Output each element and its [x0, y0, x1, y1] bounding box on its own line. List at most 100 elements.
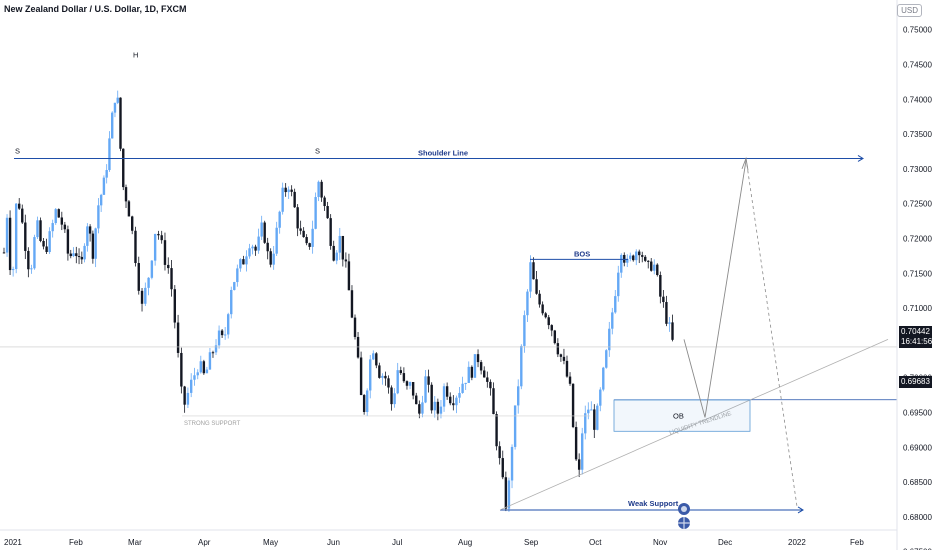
candle-body: [653, 264, 656, 271]
candle-body: [122, 148, 125, 188]
candle-body: [532, 262, 535, 280]
candle-body: [144, 287, 147, 304]
candle-body: [338, 235, 341, 253]
candle-body: [365, 390, 369, 412]
candle-body: [439, 406, 443, 414]
candle-body: [111, 112, 114, 139]
candle-body: [626, 258, 629, 263]
candle-body: [489, 381, 492, 389]
candle-body: [284, 187, 287, 193]
candle-body: [341, 235, 345, 260]
candle-body: [320, 181, 323, 198]
candle-body: [278, 211, 281, 228]
candle-body: [369, 359, 372, 391]
candle-body: [565, 360, 569, 377]
candle-body: [544, 313, 547, 318]
candle-body: [665, 302, 668, 324]
time-tick-label: Jun: [327, 538, 340, 547]
time-axis: 2021 Feb Mar Apr May Jun Jul Aug Sep Oct Nov Dec 202…: [4, 538, 864, 547]
candle-body: [220, 330, 224, 336]
candle-body: [445, 386, 449, 397]
candle-body: [436, 401, 440, 414]
left-shoulder-label: S: [15, 147, 20, 156]
candle-body: [574, 427, 578, 460]
candle-body: [602, 367, 605, 390]
candle-body: [36, 220, 39, 238]
candle-body: [157, 233, 160, 236]
candle-body: [378, 365, 381, 378]
candle-body: [77, 256, 81, 258]
candle-body: [299, 228, 302, 231]
candle-body: [529, 262, 532, 292]
candle-body: [254, 246, 257, 251]
candle-body: [86, 226, 89, 246]
candle-body: [308, 243, 311, 247]
candle-body: [547, 317, 550, 326]
candle-body: [486, 377, 489, 382]
candle-body: [492, 388, 495, 415]
candle-body: [399, 370, 402, 374]
time-tick-label: Oct: [589, 538, 602, 547]
candle-body: [668, 322, 671, 324]
candle-body: [163, 240, 167, 265]
candle-body: [186, 392, 190, 405]
logo-icon: [678, 503, 690, 529]
price-tick-label: 0.74500: [903, 61, 932, 70]
price-tick-label: 0.72000: [903, 235, 932, 244]
candle-body: [332, 245, 335, 261]
ob-box[interactable]: [613, 399, 751, 432]
candle-body: [269, 251, 272, 265]
price-tick-label: 0.73500: [903, 130, 932, 139]
candle-body: [526, 291, 529, 316]
candle-body: [467, 366, 470, 383]
candle-body: [18, 203, 21, 209]
candle-body: [226, 314, 230, 335]
candle-body: [495, 414, 498, 447]
projection-path[interactable]: [683, 160, 747, 418]
candle-body: [523, 315, 526, 346]
candle-body: [263, 222, 266, 243]
candle-body: [671, 322, 674, 340]
candle-body: [69, 253, 72, 257]
candle-body: [260, 222, 263, 237]
liquidity-trendline[interactable]: [499, 339, 889, 511]
candle-body: [211, 352, 215, 354]
candle-body: [5, 217, 9, 253]
candle-body: [479, 362, 483, 371]
time-tick-label: 2021: [4, 538, 22, 547]
candle-body: [590, 409, 593, 411]
candle-body: [418, 404, 421, 414]
arrow-icon: [797, 506, 804, 514]
candle-body: [127, 201, 131, 217]
currency-badge[interactable]: USD: [897, 4, 922, 17]
candle-body: [183, 386, 186, 405]
candle-body: [108, 138, 111, 171]
candle-body: [14, 203, 18, 270]
candle-body: [517, 386, 520, 406]
candle-body: [233, 282, 236, 290]
candle-body: [150, 260, 154, 278]
candle-body: [387, 378, 390, 388]
candle-body: [577, 459, 581, 470]
candle-body: [611, 312, 614, 329]
candle-body: [473, 354, 477, 378]
candle-body: [83, 245, 86, 260]
candle-body: [559, 354, 563, 357]
candle-body: [362, 395, 366, 412]
last-price-tag: 0.70442 16:41:56: [899, 326, 932, 348]
candle-body: [408, 382, 412, 386]
candle-body: [27, 250, 30, 270]
candle-body: [476, 354, 480, 363]
candle-body: [571, 383, 575, 428]
candle-body: [507, 480, 511, 509]
candle-body: [57, 209, 60, 218]
candle-body: [8, 217, 12, 271]
projection-dashed[interactable]: [745, 158, 798, 507]
chart-title: New Zealand Dollar / U.S. Dollar, 1D, FX…: [4, 4, 187, 14]
candle-body: [470, 366, 474, 378]
candle-body: [449, 396, 452, 404]
candle-body: [75, 253, 78, 257]
strong-support-label: STRONG SUPPORT: [184, 421, 241, 427]
candle-body: [170, 268, 173, 290]
